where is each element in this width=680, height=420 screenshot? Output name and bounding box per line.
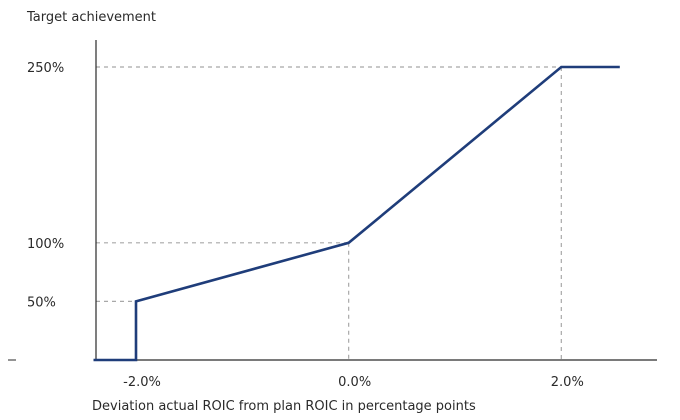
y-tick-labels: 50% 100% 250% <box>27 61 64 310</box>
y-tick-label: 50% <box>27 295 56 310</box>
x-tick-labels: -2.0% 0.0% 2.0% <box>123 375 584 390</box>
y-tick-label: 100% <box>27 237 64 252</box>
y-axis-label: Target achievement <box>26 10 156 25</box>
series-group <box>93 65 620 362</box>
x-tick-label: 2.0% <box>551 375 584 390</box>
series-line-0 <box>93 65 620 362</box>
axes <box>8 40 657 361</box>
x-tick-label: -2.0% <box>123 375 161 390</box>
guide-lines <box>96 66 562 360</box>
x-tick-label: 0.0% <box>338 375 371 390</box>
y-tick-label: 250% <box>27 61 64 76</box>
x-axis-label: Deviation actual ROIC from plan ROIC in … <box>92 399 476 414</box>
